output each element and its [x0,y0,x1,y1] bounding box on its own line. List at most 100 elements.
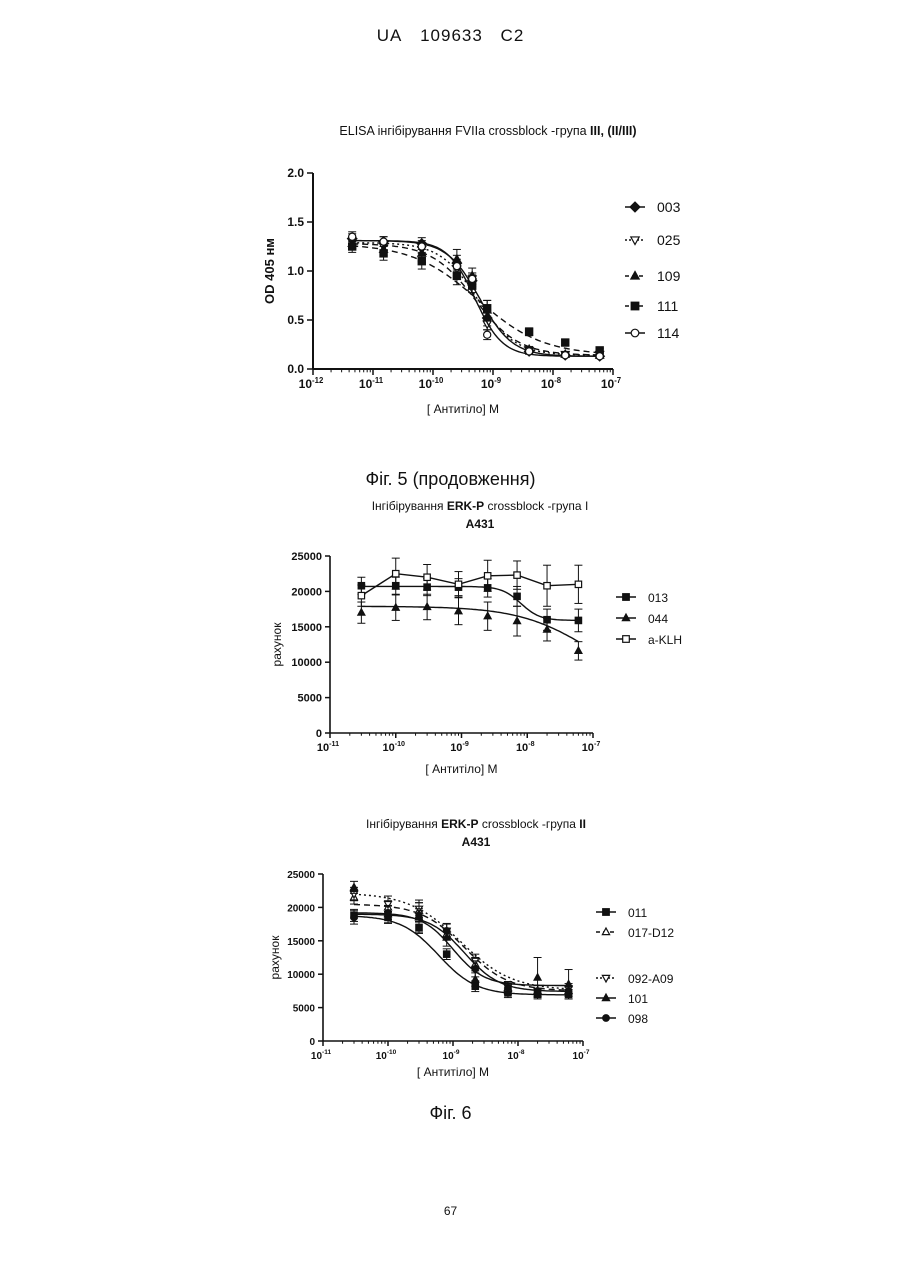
chart-subtitle: A431 [462,835,491,849]
chart-title: ELISA інгібірування FVIIa crossblock -гр… [339,124,636,138]
data-point [349,243,356,250]
data-point [514,572,520,578]
x-tick-label: 10-8 [516,740,535,754]
y-tick-label: 15000 [287,937,315,948]
y-tick-label: 2.0 [287,166,304,180]
chart-title-part: ERK-P [441,817,478,831]
chart-title-part: crossblock [489,124,552,138]
y-tick-label: 1.5 [287,215,304,229]
chart-title-part: II [579,817,586,831]
y-tick-label: 0.5 [287,313,304,327]
chart-title: Інгібірування ERK-P crossblock -група I [372,499,589,513]
data-point [385,910,391,916]
data-point [351,914,357,920]
data-point [358,609,365,615]
x-tick-exponent: -8 [554,376,562,385]
x-tick-base: 10 [516,742,528,754]
data-point [562,339,569,346]
data-point [455,581,461,587]
x-tick-exponent: -9 [494,376,502,385]
y-tick-label: 25000 [287,870,315,881]
x-tick-base: 10 [359,377,373,391]
y-tick-label: 10000 [291,657,322,669]
data-point [472,966,478,972]
y-tick-label: 20000 [291,586,322,598]
legend-label: a-KLH [648,633,682,647]
x-tick-base: 10 [317,742,329,754]
data-point [565,988,571,994]
y-tick-label: 5000 [298,693,322,705]
x-tick-base: 10 [311,1051,323,1062]
x-tick-base: 10 [508,1051,520,1062]
legend-marker [631,302,639,310]
x-tick-label: 10-8 [541,376,562,391]
chart-title-part: Інгібірування [366,817,441,831]
data-point [349,233,356,240]
series-a-KLH [357,558,582,606]
chart-title-part: FVIIa [455,124,488,138]
fig6-caption: Фіг. 6 [0,1103,901,1124]
legend-marker [603,909,610,916]
data-point [453,263,460,270]
y-tick-label: 0 [316,728,322,740]
x-tick-label: 10-9 [443,1049,460,1062]
x-tick-base: 10 [582,742,594,754]
data-point [484,305,491,312]
y-tick-label: 1.0 [287,264,304,278]
legend-label: 025 [657,232,681,248]
y-axis-label: OD 405 нм [262,238,277,304]
data-point [505,984,511,990]
data-point [575,617,581,623]
x-tick-label: 10-11 [359,376,384,391]
data-point [484,573,490,579]
y-tick-label: 0.0 [287,362,304,376]
data-point [469,275,476,282]
data-point [444,951,450,957]
data-point [418,258,425,265]
x-tick-exponent: -10 [387,1049,397,1056]
page-number: 67 [0,1204,901,1218]
x-tick-exponent: -7 [584,1049,590,1056]
data-point [393,571,399,577]
legend-label: 003 [657,199,681,215]
legend-label: 011 [628,906,647,920]
x-tick-exponent: -8 [528,740,534,748]
data-point [358,592,364,598]
data-point [544,583,550,589]
legend-label: 111 [657,298,678,314]
x-tick-base: 10 [443,1051,455,1062]
series-curve [361,586,578,620]
x-tick-exponent: -9 [454,1049,460,1056]
patent-number: 109633 [420,26,483,45]
x-tick-exponent: -11 [329,740,339,748]
patent-country: UA [377,26,403,45]
chart-subtitle: A431 [466,517,495,531]
series-044 [357,594,582,660]
patent-header: UA 109633 C2 [0,26,901,46]
fig5-caption: Фіг. 5 (продовження) [0,469,901,490]
data-point [526,348,533,355]
data-point [380,238,387,245]
data-point [380,250,387,257]
x-axis-label: [ Антитіло] М [427,402,499,416]
x-tick-base: 10 [382,742,394,754]
x-tick-label: 10-11 [317,740,339,754]
chart-title-part: ERK-P [447,499,484,513]
x-tick-label: 10-12 [299,376,324,391]
x-tick-exponent: -7 [594,740,600,748]
legend-marker [623,594,630,601]
x-tick-exponent: -12 [312,376,324,385]
x-tick-base: 10 [573,1051,585,1062]
y-tick-label: 20000 [287,903,315,914]
x-tick-base: 10 [376,1051,388,1062]
y-tick-label: 15000 [291,622,322,634]
chart-title-part: інгібірування [378,124,456,138]
x-tick-label: 10-10 [376,1049,397,1062]
legend-marker [630,202,640,212]
y-axis-label: рахунок [268,935,282,980]
data-point [484,612,491,618]
x-tick-exponent: -11 [372,376,384,385]
chart-title-part: III, (II/III) [590,124,637,138]
x-tick-base: 10 [541,377,555,391]
data-point [350,884,357,890]
